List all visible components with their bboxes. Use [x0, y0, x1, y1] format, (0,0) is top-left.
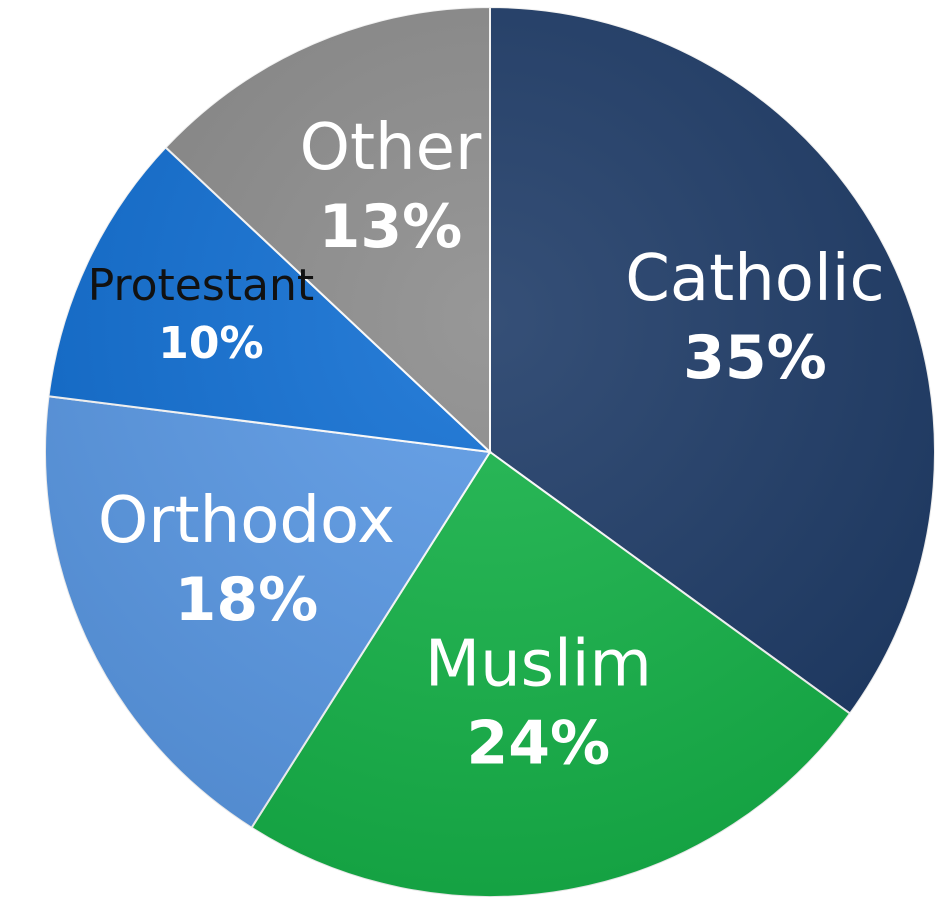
slice-value-protestant: 10% [158, 318, 263, 369]
slice-label-orthodox: Orthodox [98, 484, 395, 558]
slice-label-muslim: Muslim [425, 628, 652, 702]
slice-label-catholic: Catholic [625, 242, 884, 316]
slice-value-catholic: 35% [683, 323, 827, 393]
slice-label-other: Other [300, 111, 482, 185]
slice-value-orthodox: 18% [175, 565, 319, 635]
slice-value-other: 13% [319, 192, 463, 262]
slice-label-protestant: Protestant [88, 260, 314, 311]
slice-value-muslim: 24% [467, 709, 611, 779]
